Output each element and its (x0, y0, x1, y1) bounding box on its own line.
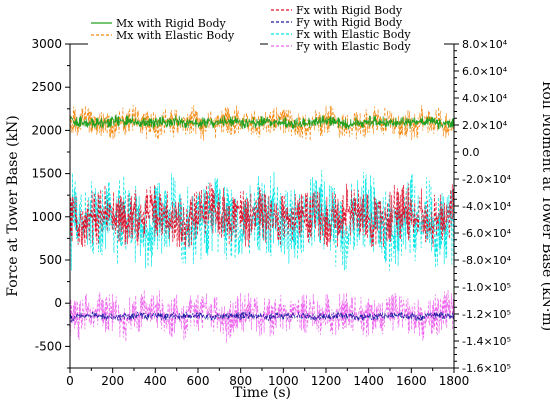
legend-label: Mx with Elastic Body (116, 29, 235, 42)
x-axis-title: Time (s) (233, 385, 291, 401)
y-left-tick-label: 1000 (31, 210, 62, 224)
y-right-tick-label: 2.0×10⁴ (462, 119, 508, 132)
y-right-tick-label: -1.0×10⁵ (462, 281, 511, 294)
legend-box (268, 4, 444, 56)
y-axis-right-title: Roll Moment at Tower Base (kN·m) (539, 81, 550, 331)
y-right-tick-label: -1.2×10⁵ (462, 308, 511, 321)
legend-box (88, 17, 260, 45)
x-tick-label: 1400 (353, 374, 384, 388)
y-right-tick-label: -2.0×10⁴ (462, 173, 512, 186)
x-tick-label: 200 (101, 374, 124, 388)
y-left-tick-label: 2500 (31, 80, 62, 94)
x-tick-label: 1200 (311, 374, 342, 388)
series-line-fy-with-elastic-body (70, 289, 454, 343)
series-line-fy-with-rigid-body (70, 311, 454, 323)
y-left-tick-label: -500 (35, 339, 62, 353)
y-left-tick-label: 1500 (31, 167, 62, 181)
x-tick-label: 0 (66, 374, 74, 388)
y-left-tick-label: 2000 (31, 123, 62, 137)
legend-label: Fy with Elastic Body (296, 40, 411, 53)
y-right-tick-label: -1.4×10⁵ (462, 335, 511, 348)
legend-label: Mx with Rigid Body (116, 17, 227, 30)
x-tick-label: 600 (187, 374, 210, 388)
x-axis: 0 200 400 600 800 1000 1200 1400 1600 1800 (66, 368, 469, 388)
x-tick-label: 800 (229, 374, 252, 388)
legend-label: Fy with Rigid Body (296, 16, 403, 29)
y-axis-left-title: Force at Tower Base (kN) (5, 115, 21, 296)
y-right-tick-label: -4.0×10⁴ (462, 200, 512, 213)
x-tick-label: 400 (144, 374, 167, 388)
y-axis-right: -1.6×10⁵ -1.4×10⁵ -1.2×10⁵ -1.0×10⁵ -8.0×10⁴… (454, 38, 512, 375)
y-right-tick-label: -6.0×10⁴ (462, 227, 512, 240)
y-right-tick-label: 6.0×10⁴ (462, 65, 508, 78)
x-tick-label: 1800 (439, 374, 470, 388)
x-tick-label: 1000 (268, 374, 299, 388)
y-axis-left: -500 0 500 1000 1500 2000 2500 3000 (31, 37, 70, 369)
legend-label: Fx with Elastic Body (296, 28, 411, 41)
x-tick-label: 1600 (396, 374, 427, 388)
y-right-tick-label: -1.6×10⁵ (462, 362, 511, 375)
series-line-mx-with-rigid-body (70, 114, 454, 130)
y-right-tick-label: 0.0 (462, 146, 480, 159)
y-left-tick-label: 0 (54, 296, 62, 310)
y-left-tick-label: 3000 (31, 37, 62, 51)
y-right-tick-label: 4.0×10⁴ (462, 92, 508, 105)
y-right-tick-label: 8.0×10⁴ (462, 38, 508, 51)
legend-label: Fx with Rigid Body (296, 4, 403, 17)
y-right-tick-label: -8.0×10⁴ (462, 254, 512, 267)
series-line-fx-with-rigid-body (70, 182, 454, 248)
y-left-tick-label: 500 (39, 253, 62, 267)
